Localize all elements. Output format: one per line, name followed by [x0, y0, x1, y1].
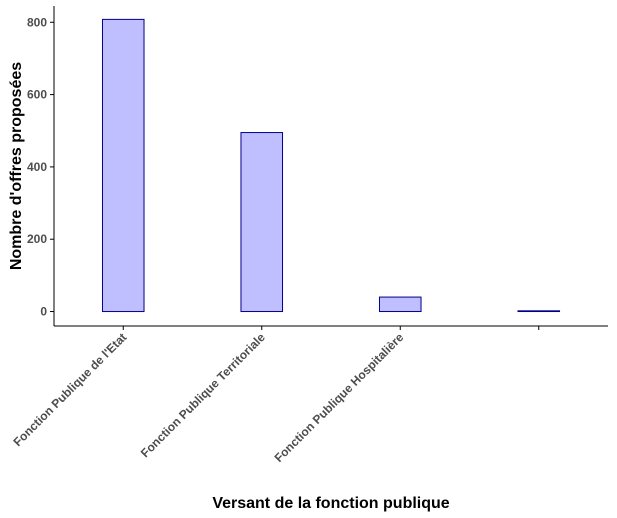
x-tick-label: Fonction Publique Territoriale: [138, 330, 268, 460]
bar: [517, 310, 561, 313]
y-tick-label: 200: [27, 232, 47, 246]
y-tick-label: 800: [27, 15, 47, 29]
y-tick-label: 0: [40, 305, 47, 319]
bar: [378, 296, 422, 313]
y-tick-label: 600: [27, 88, 47, 102]
x-axis-ticks: Fonction Publique de l'Etat Fonction Publ…: [10, 326, 540, 465]
bars-group: [101, 18, 561, 313]
y-tick-label: 400: [27, 160, 47, 174]
x-axis-title: Versant de la fonction publique: [212, 495, 449, 512]
y-axis-ticks: 0 200 400 600 800: [27, 15, 54, 319]
x-tick-label: Fonction Publique Hospitalière: [272, 330, 407, 465]
y-axis-title: Nombre d'offres proposées: [8, 62, 25, 270]
x-tick-label: Fonction Publique de l'Etat: [10, 330, 129, 449]
bar: [101, 18, 145, 313]
bar: [240, 132, 284, 313]
